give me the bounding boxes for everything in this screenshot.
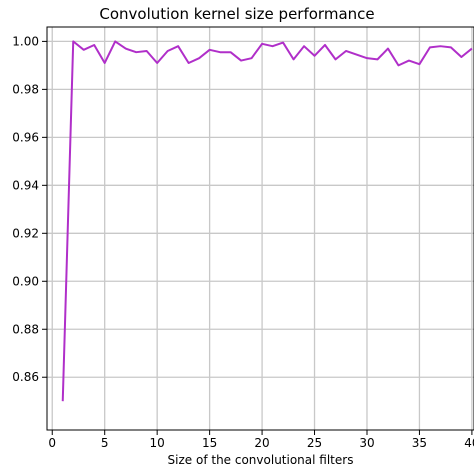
y-tick-label-1: 0.88 xyxy=(12,322,39,336)
x-tick-label-6: 30 xyxy=(359,436,374,450)
axes-frame xyxy=(46,26,474,431)
x-tick-label-8: 40 xyxy=(464,436,474,450)
series-line-0 xyxy=(61,40,473,402)
y-tick-label-5: 0.96 xyxy=(12,130,39,144)
x-tick-label-0: 0 xyxy=(48,436,56,450)
y-tick-label-0: 0.86 xyxy=(12,370,39,384)
y-tick-label-6: 0.98 xyxy=(12,82,39,96)
x-tick-label-7: 35 xyxy=(412,436,427,450)
y-tick-label-2: 0.90 xyxy=(12,274,39,288)
x-tick-label-2: 10 xyxy=(150,436,165,450)
x-tick-label-1: 5 xyxy=(101,436,109,450)
y-tick-label-3: 0.92 xyxy=(12,226,39,240)
y-tick-label-7: 1.00 xyxy=(12,34,39,48)
x-tick-label-4: 20 xyxy=(254,436,269,450)
x-tick-label-3: 15 xyxy=(202,436,217,450)
x-axis-label: Size of the convolutional filters xyxy=(167,453,354,467)
y-tick-label-4: 0.94 xyxy=(12,178,39,192)
x-tick-label-5: 25 xyxy=(307,436,322,450)
chart-title: Convolution kernel size performance xyxy=(99,5,375,23)
